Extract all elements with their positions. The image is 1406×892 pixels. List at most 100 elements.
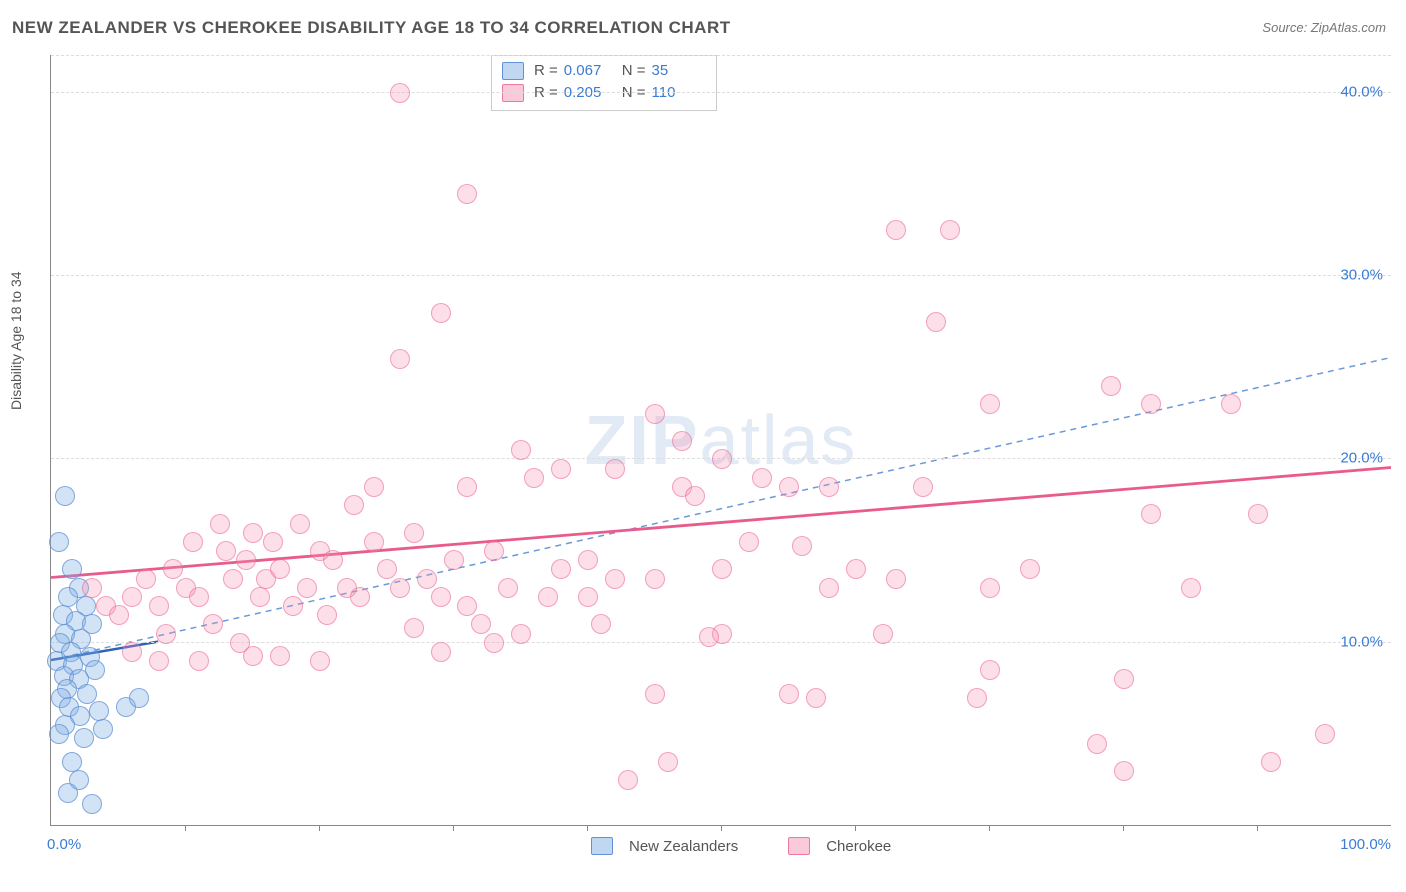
data-point-cherokee [752, 468, 772, 488]
data-point-cherokee [149, 651, 169, 671]
x-tick [721, 825, 722, 831]
data-point-cherokee [183, 532, 203, 552]
data-point-cherokee [210, 514, 230, 534]
data-point-cherokee [846, 559, 866, 579]
y-tick-label: 40.0% [1340, 83, 1383, 100]
x-tick [319, 825, 320, 831]
data-point-cherokee [390, 578, 410, 598]
data-point-cherokee [364, 477, 384, 497]
data-point-nz [49, 532, 69, 552]
data-point-nz [62, 559, 82, 579]
data-point-cherokee [538, 587, 558, 607]
data-point-cherokee [243, 523, 263, 543]
data-point-cherokee [578, 587, 598, 607]
data-point-cherokee [1087, 734, 1107, 754]
data-point-cherokee [806, 688, 826, 708]
data-point-cherokee [1315, 724, 1335, 744]
x-tick-label: 0.0% [47, 836, 81, 853]
data-point-cherokee [1141, 394, 1161, 414]
data-point-cherokee [250, 587, 270, 607]
data-point-cherokee [1141, 504, 1161, 524]
data-point-cherokee [444, 550, 464, 570]
swatch-blue-icon [591, 837, 613, 855]
legend-r-label: R = [534, 60, 558, 82]
legend-bottom: New Zealanders Cherokee [591, 837, 891, 855]
data-point-cherokee [913, 477, 933, 497]
data-point-cherokee [290, 514, 310, 534]
data-point-cherokee [498, 578, 518, 598]
data-point-cherokee [1114, 669, 1134, 689]
legend-correlation-box: R = 0.067 N = 35 R = 0.205 N = 110 [491, 55, 717, 111]
data-point-cherokee [672, 431, 692, 451]
data-point-cherokee [1248, 504, 1268, 524]
data-point-cherokee [484, 633, 504, 653]
data-point-cherokee [980, 660, 1000, 680]
data-point-cherokee [270, 646, 290, 666]
data-point-cherokee [551, 459, 571, 479]
data-point-cherokee [471, 614, 491, 634]
x-tick [855, 825, 856, 831]
data-point-cherokee [390, 349, 410, 369]
data-point-cherokee [310, 651, 330, 671]
data-point-cherokee [712, 559, 732, 579]
data-point-cherokee [377, 559, 397, 579]
legend-cherokee-r: 0.205 [564, 82, 618, 104]
legend-n-label: N = [622, 82, 646, 104]
legend-cherokee-n: 110 [652, 82, 706, 104]
regression-line [51, 358, 1391, 661]
data-point-nz [82, 794, 102, 814]
chart-title: NEW ZEALANDER VS CHEROKEE DISABILITY AGE… [12, 18, 731, 38]
data-point-cherokee [511, 440, 531, 460]
legend-row-cherokee: R = 0.205 N = 110 [502, 82, 706, 104]
data-point-cherokee [940, 220, 960, 240]
data-point-cherokee [779, 684, 799, 704]
data-point-cherokee [886, 569, 906, 589]
swatch-blue-icon [502, 62, 524, 80]
gridline-h [51, 55, 1391, 56]
data-point-cherokee [873, 624, 893, 644]
data-point-cherokee [136, 569, 156, 589]
x-tick [587, 825, 588, 831]
data-point-cherokee [270, 559, 290, 579]
data-point-nz [89, 701, 109, 721]
x-tick [1257, 825, 1258, 831]
data-point-cherokee [350, 587, 370, 607]
data-point-nz [129, 688, 149, 708]
data-point-cherokee [578, 550, 598, 570]
data-point-cherokee [980, 394, 1000, 414]
data-point-cherokee [431, 642, 451, 662]
y-axis-label: Disability Age 18 to 34 [8, 271, 24, 410]
scatter-plot-area: ZIPatlas R = 0.067 N = 35 R = 0.205 N = … [50, 55, 1391, 826]
data-point-cherokee [122, 642, 142, 662]
data-point-cherokee [457, 184, 477, 204]
x-tick [989, 825, 990, 831]
data-point-cherokee [156, 624, 176, 644]
y-tick-label: 30.0% [1340, 267, 1383, 284]
data-point-cherokee [1020, 559, 1040, 579]
data-point-cherokee [122, 587, 142, 607]
gridline-h [51, 92, 1391, 93]
data-point-cherokee [524, 468, 544, 488]
data-point-nz [74, 728, 94, 748]
data-point-cherokee [551, 559, 571, 579]
data-point-cherokee [263, 532, 283, 552]
x-tick [453, 825, 454, 831]
data-point-cherokee [967, 688, 987, 708]
data-point-cherokee [739, 532, 759, 552]
data-point-cherokee [203, 614, 223, 634]
data-point-cherokee [223, 569, 243, 589]
data-point-cherokee [1181, 578, 1201, 598]
x-tick-label: 100.0% [1340, 836, 1391, 853]
source-label: Source: [1262, 20, 1307, 35]
data-point-cherokee [317, 605, 337, 625]
data-point-cherokee [390, 83, 410, 103]
data-point-cherokee [511, 624, 531, 644]
data-point-cherokee [216, 541, 236, 561]
data-point-cherokee [404, 618, 424, 638]
y-tick-label: 20.0% [1340, 450, 1383, 467]
data-point-cherokee [1101, 376, 1121, 396]
data-point-cherokee [712, 449, 732, 469]
data-point-cherokee [163, 559, 183, 579]
data-point-cherokee [645, 569, 665, 589]
data-point-cherokee [484, 541, 504, 561]
